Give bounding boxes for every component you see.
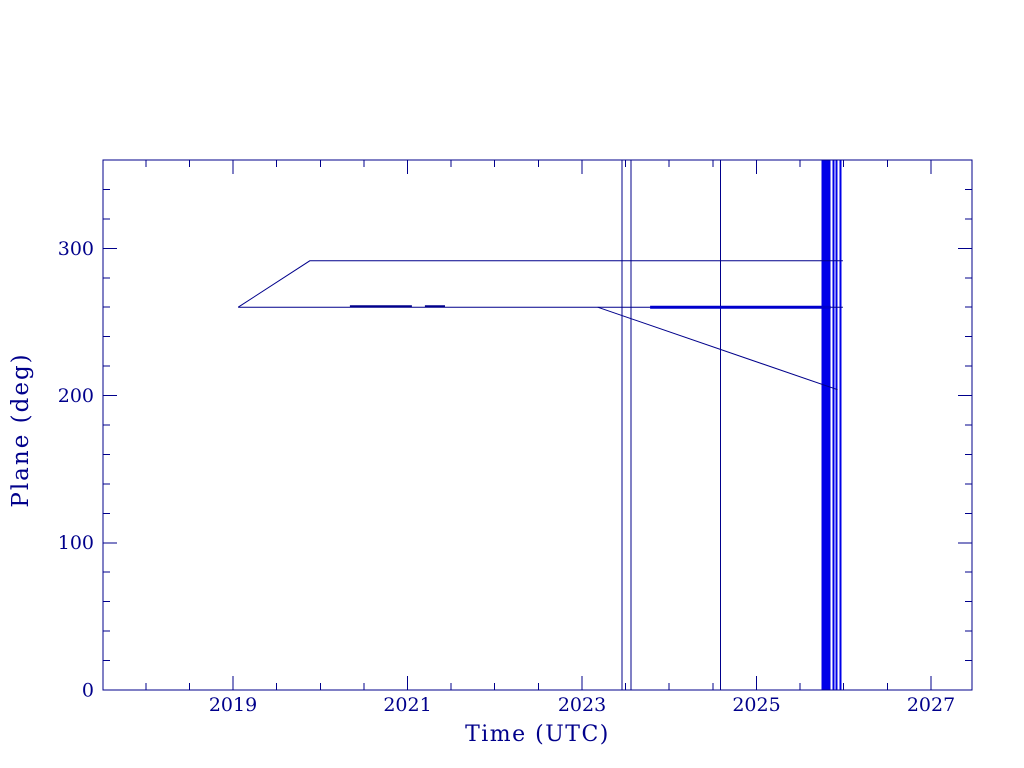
y-tick-label: 0 bbox=[82, 679, 94, 701]
x-axis-title: Time (UTC) bbox=[465, 722, 610, 747]
y-axis-title: Plane (deg) bbox=[8, 352, 34, 508]
x-tick-label: 2023 bbox=[558, 694, 606, 716]
y-tick-label: 300 bbox=[58, 238, 94, 260]
x-tick-label: 2025 bbox=[732, 694, 780, 716]
y-tick-label: 200 bbox=[58, 385, 94, 407]
plot-frame bbox=[102, 159, 973, 691]
x-tick-label: 2021 bbox=[383, 694, 431, 716]
event-band bbox=[821, 160, 831, 690]
series-plane-rise-to-292 bbox=[237, 260, 843, 308]
x-tick-label: 2027 bbox=[907, 694, 955, 716]
y-tick-label: 100 bbox=[58, 532, 94, 554]
series-plane-descent-204 bbox=[597, 306, 838, 391]
x-tick-label: 2019 bbox=[209, 694, 257, 716]
